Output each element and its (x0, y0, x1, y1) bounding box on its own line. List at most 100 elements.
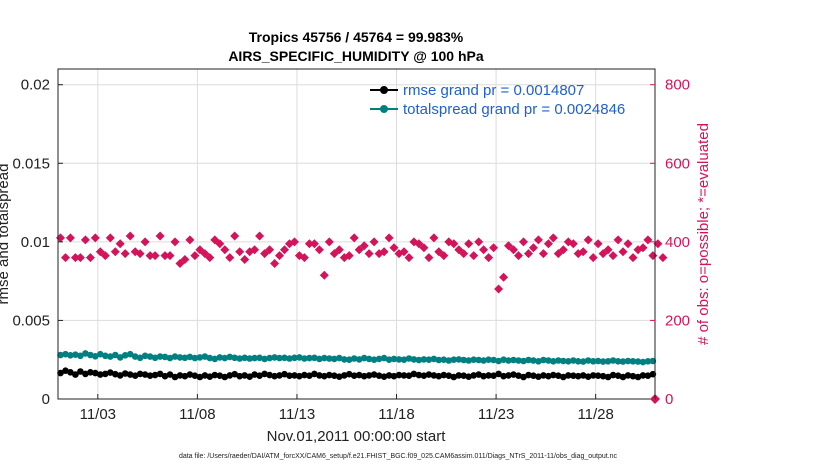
obs-marker (180, 255, 190, 264)
obs-marker (135, 249, 145, 259)
data-point (191, 354, 199, 362)
data-point (82, 350, 89, 357)
obs-marker (255, 231, 265, 241)
obs-marker (165, 251, 175, 261)
data-point (450, 373, 458, 381)
data-point (405, 355, 413, 362)
data-point (321, 372, 328, 380)
data-point (639, 372, 647, 379)
data-point (400, 372, 408, 379)
data-point (206, 354, 214, 362)
data-point (246, 355, 253, 362)
data-point (241, 354, 248, 362)
data-point (370, 356, 378, 364)
data-point (624, 357, 632, 365)
data-point (301, 355, 308, 362)
data-point (599, 372, 607, 380)
data-point (410, 356, 418, 363)
obs-marker (190, 251, 200, 261)
data-point (480, 357, 487, 364)
data-point (136, 370, 144, 378)
obs-marker (70, 253, 80, 263)
data-point (107, 369, 114, 376)
data-point (161, 372, 169, 380)
data-point (460, 372, 468, 380)
data-point (216, 354, 224, 361)
obs-marker (145, 251, 155, 261)
obs-marker (170, 237, 180, 247)
data-point (121, 352, 129, 359)
obs-marker (474, 237, 484, 247)
data-point (261, 370, 268, 378)
legend-rmse-marker (380, 86, 388, 94)
data-point (644, 358, 652, 365)
data-point (425, 356, 433, 364)
data-point (629, 372, 637, 380)
data-point (82, 370, 89, 378)
obs-marker (240, 255, 250, 264)
data-point (311, 370, 318, 378)
data-point (186, 371, 194, 378)
data-point (67, 369, 74, 376)
data-point (530, 357, 537, 364)
data-point (176, 372, 184, 379)
data-point (480, 372, 487, 380)
data-point (77, 368, 84, 375)
obs-marker (314, 245, 324, 255)
data-point (505, 372, 512, 379)
obs-marker (648, 251, 658, 261)
data-point (350, 372, 358, 380)
obs-marker (369, 237, 379, 247)
data-point (624, 372, 632, 379)
data-point (92, 353, 99, 360)
data-point (435, 356, 443, 364)
data-point (490, 372, 497, 380)
y-right-axis-label: # of obs: o=possible; *=evaluated (695, 123, 712, 345)
legend: rmse grand pr = 0.0014807 totalspread gr… (370, 82, 625, 118)
data-point (535, 373, 542, 381)
data-point (604, 373, 612, 381)
data-point (296, 372, 303, 380)
data-point (72, 351, 79, 359)
obs-marker (220, 245, 230, 255)
data-point (326, 355, 333, 362)
x-tick-label: 11/13 (279, 406, 315, 423)
obs-marker (105, 233, 115, 243)
chart-title-line2: AIRS_SPECIFIC_HUMIDITY @ 100 hPa (228, 48, 484, 64)
data-point (520, 373, 527, 381)
data-point (619, 358, 627, 365)
legend-spread-label: totalspread grand pr = 0.0024846 (403, 101, 625, 118)
data-point (336, 354, 343, 362)
data-point (495, 370, 502, 378)
data-point (345, 370, 353, 378)
obs-marker (479, 245, 489, 255)
obs-marker (643, 235, 653, 245)
data-point (574, 372, 582, 380)
data-point (226, 353, 234, 361)
data-point (584, 357, 592, 364)
data-point (380, 373, 388, 381)
data-point (171, 373, 179, 381)
obs-marker (215, 239, 225, 249)
data-point (336, 373, 343, 381)
y-left-axis-label: rmse and totalspread (0, 164, 12, 305)
obs-marker (344, 251, 354, 261)
obs-marker (524, 249, 533, 259)
data-point (281, 370, 288, 378)
data-point (365, 355, 373, 363)
plot-frame (57, 68, 656, 400)
obs-marker (514, 251, 523, 261)
data-point (306, 372, 313, 380)
data-point (579, 372, 587, 379)
data-point (216, 372, 224, 380)
data-point (599, 358, 607, 365)
data-point (570, 372, 577, 380)
data-point (510, 356, 517, 364)
data-point (141, 371, 149, 378)
data-point (291, 372, 298, 379)
data-point (365, 372, 373, 379)
obs-marker (205, 253, 215, 263)
data-point (266, 354, 273, 362)
obs-marker (459, 249, 469, 259)
obs-marker (319, 270, 329, 280)
